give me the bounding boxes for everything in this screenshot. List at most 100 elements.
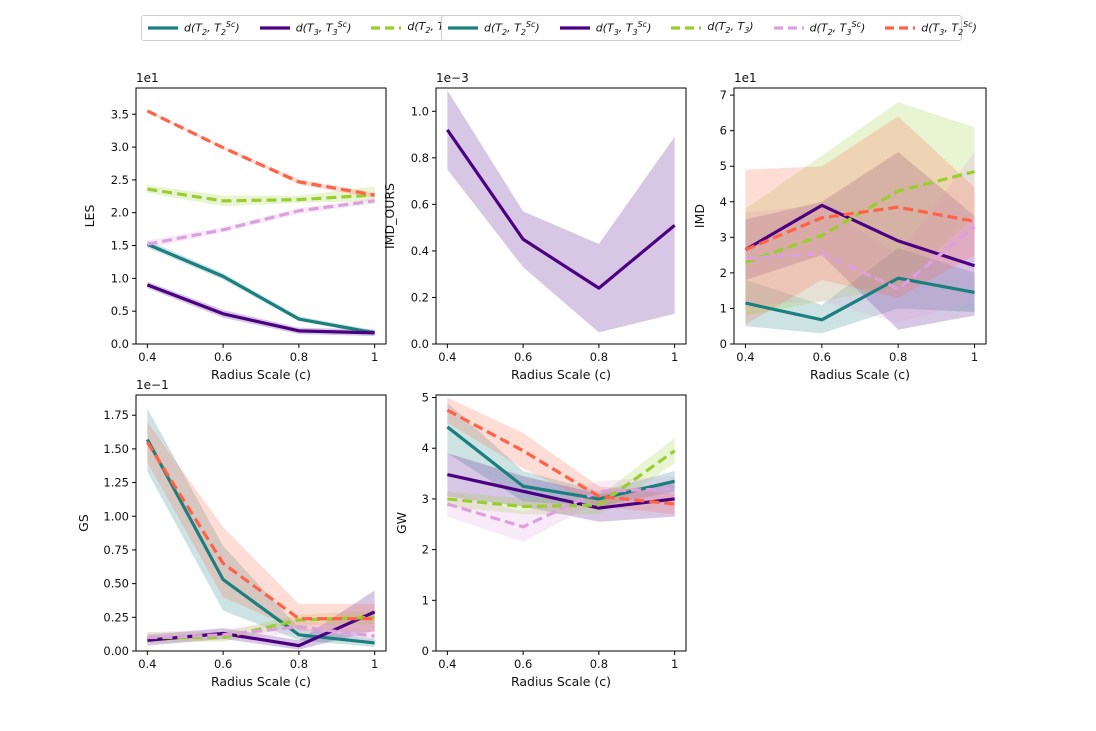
y-tick-label: 0.50 — [103, 577, 129, 591]
series-line — [146, 283, 375, 335]
x-tick-label: 0.8 — [290, 657, 308, 671]
subplot-imd_ours: 0.4 0.6 0.8 1 0.0 0.2 0.4 0.6 0.8 1.0 Radius Scale… — [382, 71, 687, 382]
y-tick-label: 2 — [720, 266, 727, 280]
series-line — [145, 438, 375, 645]
legend-line-swatch — [559, 26, 590, 30]
legend-label: d(T2, T3) — [707, 20, 754, 36]
y-axis-label: GS — [76, 514, 91, 532]
x-tick-label: 1 — [371, 657, 378, 671]
x-tick-label: 0.6 — [214, 350, 232, 364]
axes-frame — [135, 87, 387, 345]
plot-area — [446, 90, 676, 333]
x-axis-label: Radius Scale (c) — [211, 367, 311, 382]
y-tick-label: 0.75 — [103, 543, 129, 557]
x-tick-label: 0.6 — [514, 350, 532, 364]
legend-line-swatch — [671, 26, 702, 30]
y-tick-label: 0.5 — [111, 304, 129, 318]
x-tick-label: 0.6 — [813, 350, 831, 364]
x-tick-label: 1 — [371, 350, 378, 364]
axis-scale-label: 1e1 — [734, 71, 757, 85]
series-line — [745, 225, 976, 291]
confidence-band — [447, 402, 675, 507]
y-tick-label: 1 — [422, 593, 429, 607]
y-tick-label: 1.0 — [111, 271, 129, 285]
y-tick-label: 0.0 — [411, 337, 429, 351]
confidence-band — [447, 397, 675, 515]
plot-area — [446, 397, 676, 543]
series-line — [146, 242, 375, 335]
x-axis-label: Radius Scale (c) — [511, 367, 611, 382]
legend-label: d(T3, T3Sc) — [295, 19, 352, 37]
legend-label: d(T2, T3Sc) — [809, 19, 866, 37]
confidence-band — [147, 198, 375, 249]
y-tick-label: 2 — [422, 543, 429, 557]
y-tick-label: 0.0 — [111, 337, 129, 351]
confidence-band — [447, 90, 675, 333]
series-line — [446, 128, 676, 290]
x-tick-label: 0.4 — [138, 657, 156, 671]
series-line — [745, 276, 975, 322]
confidence-band — [745, 102, 975, 316]
y-tick-label: 2.0 — [111, 206, 129, 220]
series-line — [447, 449, 676, 509]
axes-frame — [435, 87, 687, 345]
x-tick-label: 1 — [671, 350, 678, 364]
y-axis-label: GW — [394, 512, 409, 534]
series-line — [744, 205, 975, 252]
legend-line-swatch — [148, 26, 178, 30]
confidence-band — [147, 408, 375, 647]
y-tick-label: 1.25 — [103, 476, 129, 490]
legend-line-swatch — [448, 26, 478, 30]
y-tick-label: 1 — [720, 301, 727, 315]
x-tick-label: 0.8 — [590, 657, 608, 671]
y-tick-label: 0.25 — [103, 610, 129, 624]
y-tick-label: 3 — [720, 230, 727, 244]
x-tick-label: 1 — [971, 350, 978, 364]
x-tick-label: 0.4 — [736, 350, 754, 364]
legend-entry: d(T2, T3) — [671, 20, 754, 36]
y-tick-label: 5 — [422, 391, 429, 405]
x-tick-label: 0.4 — [138, 350, 156, 364]
y-tick-label: 0 — [720, 337, 727, 351]
x-tick-label: 0.4 — [438, 657, 456, 671]
y-tick-label: 5 — [720, 159, 727, 173]
y-tick-label: 3.0 — [111, 140, 129, 154]
subplot-gs: 0.4 0.6 0.8 1 0.00 0.25 0.50 0.75 1.00 1.25 1.50 1.… — [76, 378, 387, 689]
y-tick-label: 0.4 — [411, 244, 429, 258]
x-tick-label: 0.4 — [438, 350, 456, 364]
series-line — [147, 199, 375, 246]
plot-area — [145, 408, 376, 650]
series-line — [146, 441, 375, 621]
series-line — [447, 473, 675, 510]
axes-frame — [435, 394, 687, 652]
legend-line-swatch — [371, 26, 402, 30]
legend-entry: d(T3, T3Sc) — [259, 19, 352, 37]
axes-frame — [135, 394, 387, 652]
subplot-imd: 0.4 0.6 0.8 1 0 1 2 3 4 5 6 7 Radius Scale (c) IMD 1e1 — [692, 71, 987, 382]
x-tick-label: 0.6 — [214, 657, 232, 671]
y-tick-label: 0.6 — [411, 197, 429, 211]
series-line — [147, 187, 375, 203]
plot-area — [744, 102, 976, 334]
y-tick-label: 4 — [422, 441, 429, 455]
legend-label: d(T3, T3Sc) — [595, 19, 652, 37]
y-tick-label: 4 — [720, 195, 727, 209]
y-axis-label: IMD — [692, 204, 707, 228]
y-tick-label: 1.5 — [111, 239, 129, 253]
series-line — [147, 625, 375, 640]
y-tick-label: 3 — [422, 492, 429, 506]
subplot-gw: 0.4 0.6 0.8 1 0 1 2 3 4 5 Radius Scale (c) GW — [394, 391, 687, 689]
legend-label: d(T2, T2Sc) — [184, 19, 240, 37]
x-tick-label: 1 — [671, 657, 678, 671]
legend-line-swatch — [773, 26, 804, 30]
x-axis-label: Radius Scale (c) — [211, 674, 311, 689]
series-line — [446, 487, 675, 529]
axis-scale-label: 1e1 — [136, 71, 159, 85]
confidence-band — [745, 152, 975, 323]
y-tick-label: 0.00 — [103, 644, 129, 658]
y-tick-label: 0.2 — [411, 290, 429, 304]
legend-label: d(T3, T2Sc) — [921, 19, 977, 37]
confidence-band — [147, 185, 375, 207]
subplot-les: 0.4 0.6 0.8 1 0.0 0.5 1.0 1.5 2.0 2.5 3.0 3.5 Radius… — [82, 71, 387, 382]
y-tick-label: 1.0 — [411, 104, 429, 118]
